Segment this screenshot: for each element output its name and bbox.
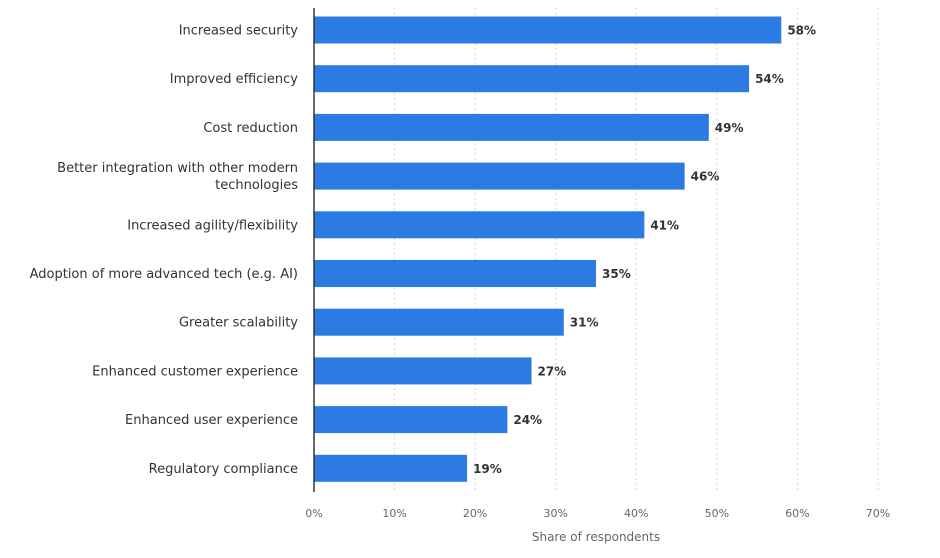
x-tick-label: 60%: [785, 507, 809, 520]
x-axis-title: Share of respondents: [532, 530, 660, 544]
category-label: Improved efficiency: [170, 72, 299, 87]
bar[interactable]: [314, 308, 564, 336]
bar[interactable]: [314, 211, 645, 239]
data-label: 49%: [715, 121, 744, 135]
x-tick-label: 20%: [463, 507, 487, 520]
bar[interactable]: [314, 454, 468, 482]
bar[interactable]: [314, 260, 596, 287]
axis-layer: 0% 10% 20% 30% 40% 50% 60% 70%: [305, 8, 890, 520]
bar[interactable]: [314, 16, 782, 44]
x-tick-label: 10%: [382, 507, 406, 520]
data-label: 46%: [691, 170, 720, 184]
data-label: 54%: [755, 72, 784, 86]
category-label: Enhanced user experience: [125, 413, 298, 428]
category-label: Increased security: [179, 24, 299, 39]
data-label: 24%: [513, 413, 542, 427]
bar[interactable]: [314, 357, 532, 385]
category-label: Cost reduction: [203, 121, 298, 136]
category-labels: Increased security Improved efficiency Cos…: [30, 24, 299, 477]
bar[interactable]: [314, 162, 685, 190]
bar[interactable]: [314, 65, 750, 93]
bars-layer: [314, 16, 782, 482]
x-tick-label: 50%: [705, 507, 729, 520]
data-label: 41%: [650, 218, 679, 232]
data-label: 35%: [602, 267, 631, 281]
data-label: 27%: [538, 364, 567, 378]
x-tick-label: 40%: [624, 507, 648, 520]
data-label: 19%: [473, 462, 502, 476]
data-label: 58%: [787, 24, 816, 38]
x-tick-label: 0%: [305, 507, 322, 520]
value-labels: 58% 54% 49% 46% 41% 35% 31% 27% 24% 19%: [473, 24, 816, 476]
category-label: Adoption of more advanced tech (e.g. AI): [30, 267, 298, 282]
category-label: Greater scalability: [179, 316, 298, 331]
category-label: Regulatory compliance: [149, 462, 298, 477]
category-label: Increased agility/flexibility: [127, 218, 298, 233]
category-label: Enhanced customer experience: [92, 364, 298, 379]
data-label: 31%: [570, 316, 599, 330]
x-tick-label: 30%: [543, 507, 567, 520]
bar[interactable]: [314, 113, 709, 141]
bar[interactable]: [314, 406, 508, 434]
x-tick-label: 70%: [866, 507, 890, 520]
category-label: Better integration with other modern tech…: [57, 161, 298, 193]
